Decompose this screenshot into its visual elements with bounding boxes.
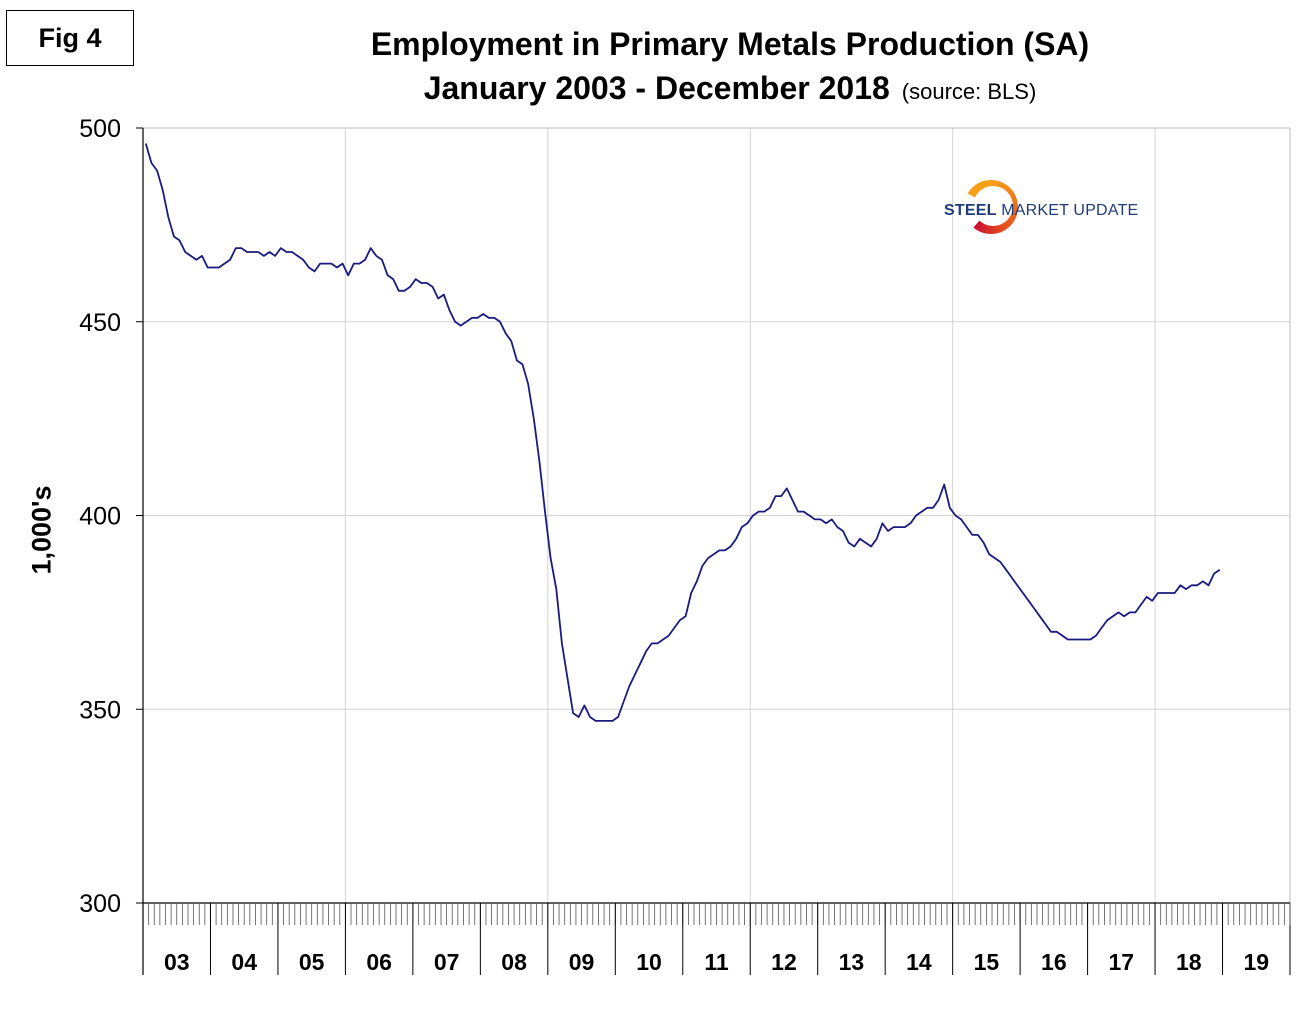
x-axis-ticks: 03 04 05 06 07 08 09 10 11 12 13 14 15 16 17 18 19 [142,903,1291,975]
x-tick-label: 08 [501,949,527,975]
x-tick-label: 13 [839,949,865,975]
x-tick-label: 19 [1243,949,1269,975]
logo-swoosh-icon [964,180,1018,234]
x-tick-label: 07 [434,949,460,975]
x-tick-label: 15 [974,949,1000,975]
steel-market-update-logo: STEEL MARKET UPDATE [944,180,1144,242]
y-tick-label: 500 [79,115,121,143]
x-tick-label: 17 [1109,949,1135,975]
figure-label: Fig 4 [6,10,134,66]
x-tick-label: 12 [771,949,797,975]
series-line [144,143,1221,722]
x-tick-label: 14 [906,949,932,975]
x-tick-label: 16 [1041,949,1067,975]
x-tick-label: 03 [164,949,190,975]
x-tick-label: 09 [569,949,595,975]
y-tick-label: 400 [79,503,121,531]
gridlines [143,127,1291,903]
logo-text: STEEL MARKET UPDATE [944,202,1139,219]
y-tick-label: 300 [79,890,121,918]
x-tick-label: 11 [704,949,729,975]
chart-subtitle: January 2003 - December 2018 [423,70,890,106]
y-tick-label: 450 [79,309,121,337]
x-tick-label: 05 [299,949,325,975]
chart-title: Employment in Primary Metals Production … [370,26,1090,62]
chart-source: (source: BLS) [901,79,1037,104]
x-tick-label: 18 [1176,949,1202,975]
chart-subtitle-line: January 2003 - December 2018 (source: BLS… [150,70,1310,107]
x-tick-label: 06 [366,949,392,975]
y-axis-ticks: 300 350 400 450 500 [79,115,143,918]
x-tick-label: 10 [636,949,662,975]
x-tick-label: 04 [231,949,257,975]
y-tick-label: 350 [79,696,121,724]
series-group [144,143,1221,722]
